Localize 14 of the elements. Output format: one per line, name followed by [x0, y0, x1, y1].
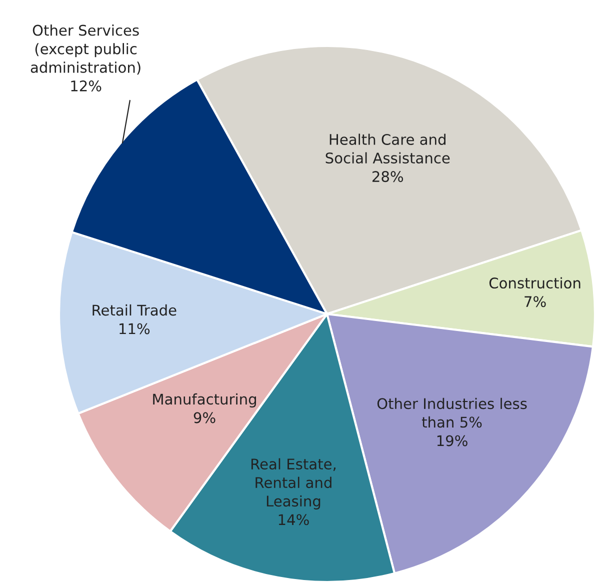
slice-label: Real Estate, Rental and Leasing: [251, 458, 336, 510]
slice-label: Health Care and Social Assistance: [326, 134, 450, 164]
data-label: 19%: [437, 435, 468, 446]
data-label: 12%: [71, 80, 102, 92]
data-label: 9%: [194, 412, 216, 424]
data-label: 14%: [278, 514, 309, 526]
slice-label: Retail Trade: [92, 304, 176, 316]
data-label: 28%: [372, 171, 404, 182]
data-label: 7%: [524, 296, 546, 308]
slice-label: Other Industries less than 5%: [377, 398, 527, 428]
slice-label: Manufacturing: [153, 393, 256, 408]
slice-label: Other Services (except public administration): [30, 24, 140, 75]
data-label: 11%: [120, 323, 150, 334]
slice-label: Construction: [489, 277, 580, 289]
